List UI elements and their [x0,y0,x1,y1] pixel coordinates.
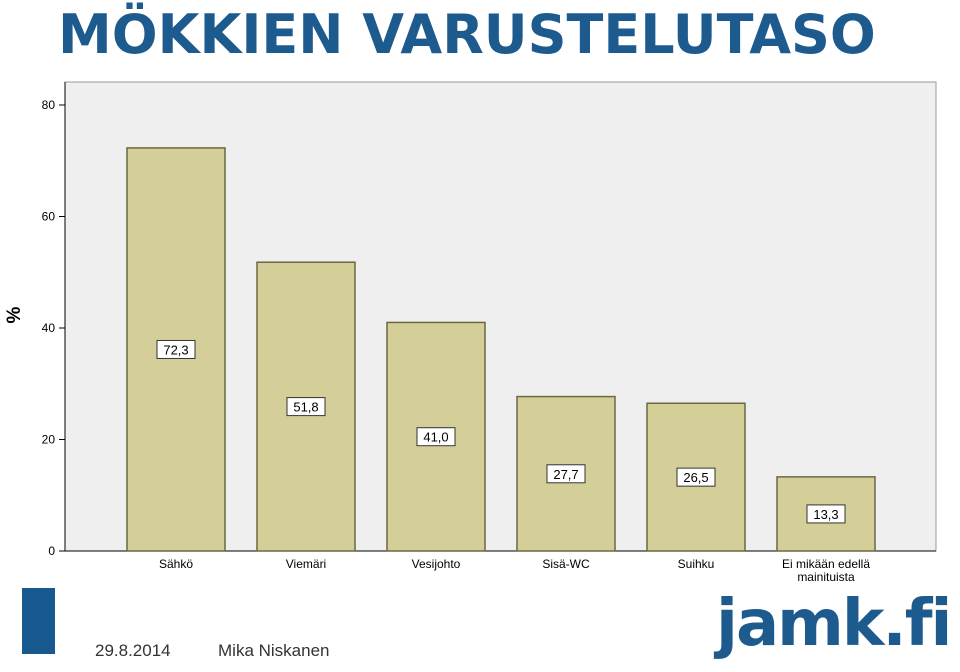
category-label-4: Suihku [678,557,715,571]
jamk-logo: jamk.fi [716,587,952,661]
y-tick-label-0: 0 [48,544,55,558]
y-tick-label-3: 60 [42,210,56,224]
page-title: MÖKKIEN VARUSTELUTASO [58,3,876,66]
data-label-box-4 [676,467,716,487]
y-tick-label-4: 80 [42,98,56,112]
category-label-5-0: Ei mikään edellä [782,557,870,571]
category-label-0: Sähkö [159,557,193,571]
y-axis-label: % [4,306,25,323]
data-label-box-0 [156,339,196,359]
data-label-3: 27,7 [553,467,578,482]
y-tick-label-1: 20 [42,433,56,447]
labels-layer: 72,3 51,8 41,0 27,7 26,5 13,3 [156,339,846,524]
data-label-0: 72,3 [163,342,188,357]
data-label-box-5 [806,504,846,524]
category-label-5-1: mainituista [797,570,855,584]
data-label-2: 41,0 [423,430,448,445]
data-label-box-2 [416,427,456,447]
data-label-box-1 [286,397,326,417]
footer-author: Mika Niskanen [218,641,330,660]
footer-accent-bar [22,588,55,654]
data-label-5: 13,3 [813,507,838,522]
footer-date: 29.8.2014 [95,641,171,660]
category-label-3: Sisä-WC [542,557,590,571]
axis-layer: 0 20 40 60 80 Sähkö Viemäri Vesijohto Sisä-WC Sui… [42,82,936,584]
category-label-1: Viemäri [286,557,326,571]
data-label-box-3 [546,464,586,484]
data-label-1: 51,8 [293,400,318,415]
data-label-4: 26,5 [683,470,708,485]
y-tick-label-2: 40 [42,321,56,335]
category-label-2: Vesijohto [412,557,461,571]
